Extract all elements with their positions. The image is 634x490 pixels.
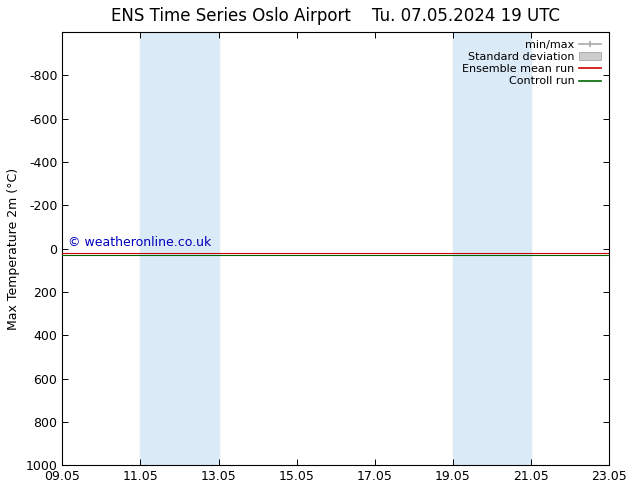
Bar <box>140 32 219 465</box>
Y-axis label: Max Temperature 2m (°C): Max Temperature 2m (°C) <box>7 168 20 330</box>
Bar <box>453 32 531 465</box>
Legend: min/max, Standard deviation, Ensemble mean run, Controll run: min/max, Standard deviation, Ensemble me… <box>460 38 604 89</box>
Text: © weatheronline.co.uk: © weatheronline.co.uk <box>68 236 211 248</box>
Title: ENS Time Series Oslo Airport    Tu. 07.05.2024 19 UTC: ENS Time Series Oslo Airport Tu. 07.05.2… <box>111 7 560 25</box>
